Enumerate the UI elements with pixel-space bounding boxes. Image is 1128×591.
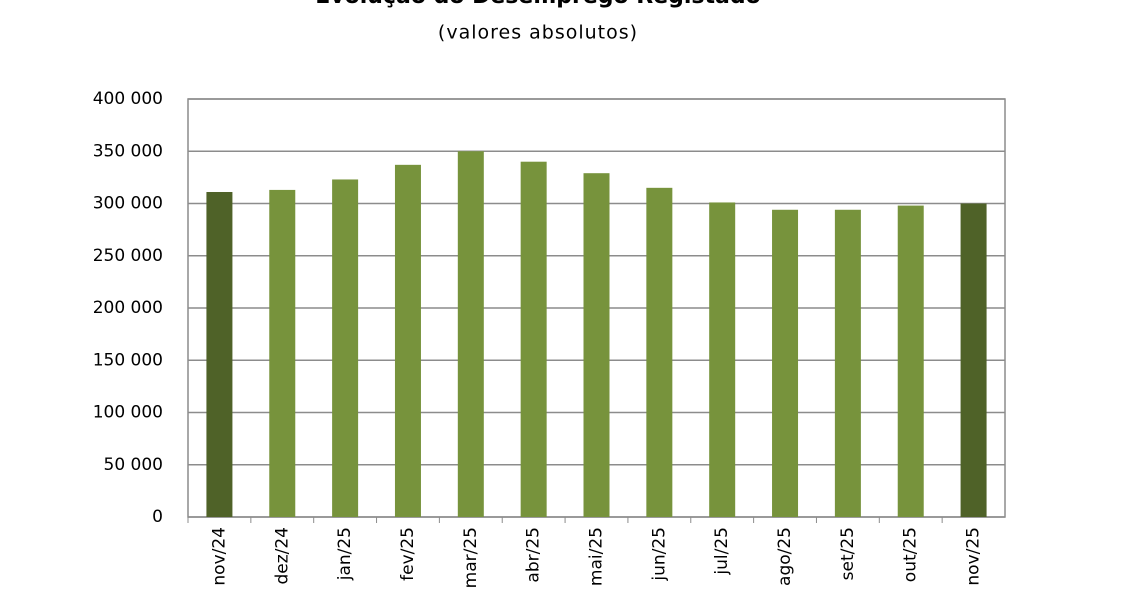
bar [457,151,484,517]
bar [772,209,799,517]
y-tick-label: 350 000 [93,141,163,161]
y-tick-label: 250 000 [93,246,163,266]
x-tick-label: nov/25 [964,527,984,586]
x-tick-label: abr/25 [524,527,544,583]
x-tick-label: nov/24 [209,527,229,586]
x-tick-label: jan/25 [335,527,355,581]
bar [646,187,673,517]
bar [206,192,233,517]
bar [394,164,421,517]
x-tick-label: ago/25 [775,527,795,586]
bar [960,203,987,517]
bar [583,173,610,517]
chart-subtitle: (valores absolutos) [438,22,638,44]
x-tick-label: mar/25 [461,527,481,588]
x-tick-label: out/25 [901,527,921,582]
y-tick-label: 50 000 [104,455,163,475]
y-tick-label: 200 000 [93,298,163,318]
x-tick-label: mai/25 [587,527,607,586]
bar [897,205,924,517]
x-tick-label: fev/25 [398,527,418,581]
bar [269,189,296,518]
y-tick-label: 150 000 [93,350,163,370]
bar [332,179,359,517]
y-tick-label: 300 000 [93,194,163,214]
bar [834,209,861,517]
x-tick-label: jun/25 [649,527,669,582]
y-tick-label: 400 000 [93,89,163,109]
x-tick-label: set/25 [838,527,858,580]
x-tick-label: dez/24 [272,527,292,585]
bar [520,161,547,517]
chart-title: Evolução do Desemprego Registado [315,0,761,9]
y-tick-label: 0 [152,507,163,527]
y-tick-label: 100 000 [93,403,163,423]
x-tick-label: jul/25 [712,527,732,576]
bar [709,202,736,517]
